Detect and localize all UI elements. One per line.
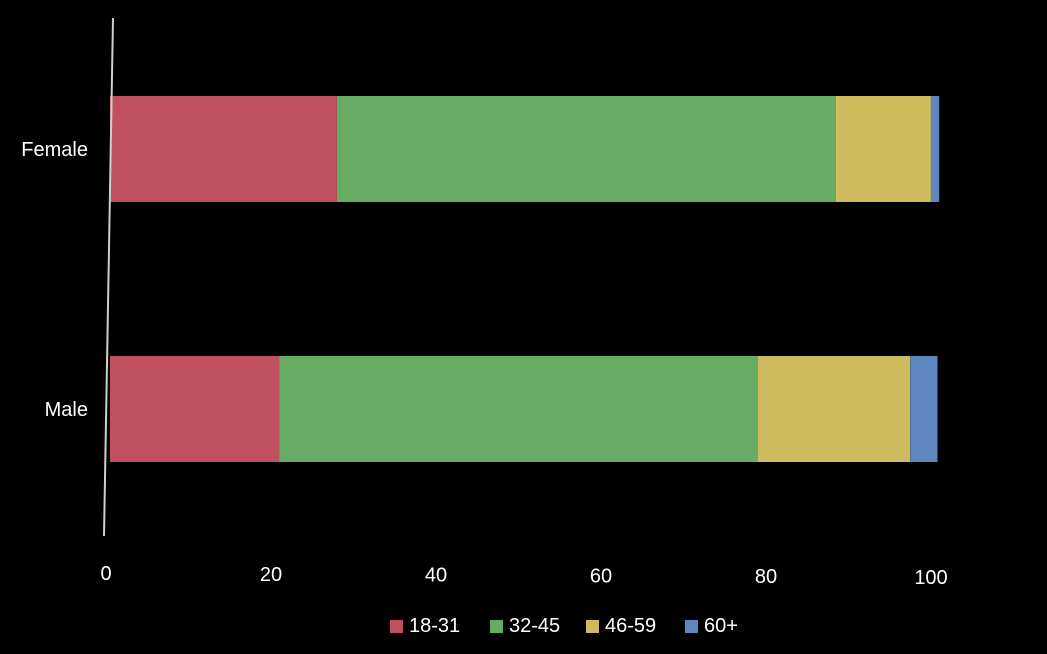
bar-female-32-45 xyxy=(336,96,836,202)
category-label-female: Female xyxy=(21,139,88,161)
legend-swatch-32-45 xyxy=(490,620,503,633)
bars-group xyxy=(110,96,940,462)
x-tick-label: 80 xyxy=(755,566,777,588)
legend: 18-31 32-45 46-59 60+ xyxy=(390,615,738,637)
x-tick-labels: 0 20 40 60 80 100 xyxy=(100,563,947,589)
legend-swatch-60 xyxy=(685,620,698,633)
x-tick-label: 40 xyxy=(425,565,447,587)
y-axis-line xyxy=(103,17,114,537)
bar-female-46-59 xyxy=(836,96,931,202)
x-tick-label: 100 xyxy=(914,567,947,589)
bar-male-60 xyxy=(910,356,938,462)
category-labels: Female Male xyxy=(21,139,88,421)
bar-female-60 xyxy=(930,96,940,202)
bar-female-18-31 xyxy=(110,96,337,202)
bar-male-46-59 xyxy=(757,356,911,462)
legend-label-32-45: 32-45 xyxy=(509,615,560,637)
bar-male-32-45 xyxy=(279,356,758,462)
x-tick-label: 0 xyxy=(100,563,111,585)
bar-male-18-31 xyxy=(110,356,280,462)
legend-label-46-59: 46-59 xyxy=(605,615,656,637)
legend-label-18-31: 18-31 xyxy=(409,615,460,637)
x-tick-label: 20 xyxy=(260,564,282,586)
category-label-male: Male xyxy=(45,399,88,421)
x-tick-label: 60 xyxy=(590,565,612,587)
legend-swatch-46-59 xyxy=(586,620,599,633)
legend-label-60: 60+ xyxy=(704,615,738,637)
legend-swatch-18-31 xyxy=(390,620,403,633)
